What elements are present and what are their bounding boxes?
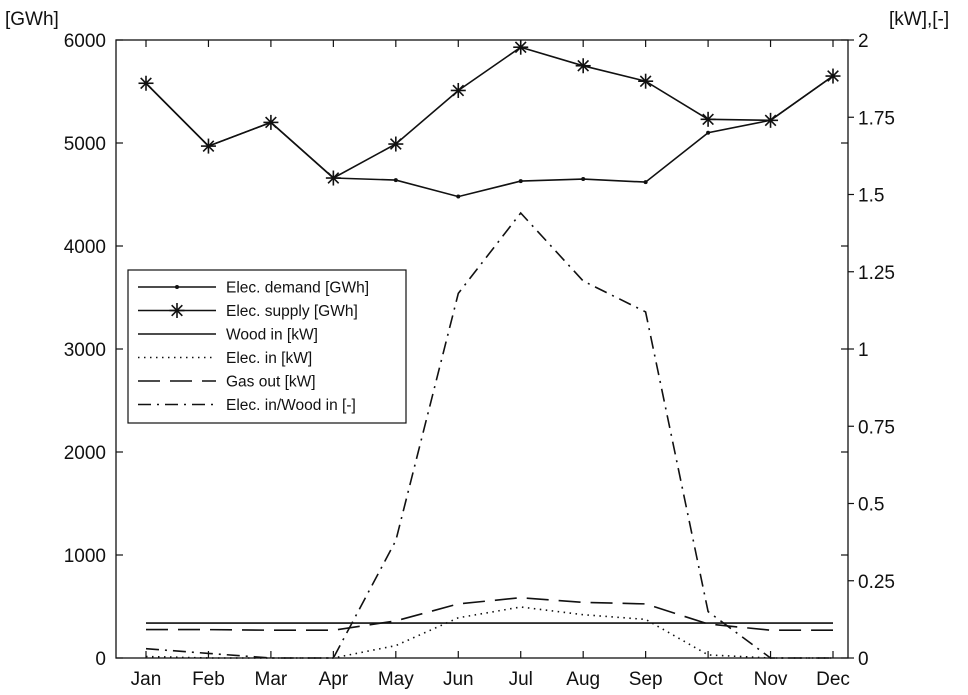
x-tick-label: Jul — [509, 669, 533, 690]
x-tick-label: Apr — [319, 669, 349, 690]
left-tick-label: 4000 — [64, 237, 106, 258]
x-tick-label: Mar — [255, 669, 288, 690]
series-point-demand — [706, 130, 711, 135]
series-line-4 — [145, 606, 833, 659]
left-tick-label: 6000 — [64, 31, 106, 52]
left-tick-label: 1000 — [64, 546, 106, 567]
x-tick-label: May — [378, 669, 414, 690]
right-tick-label: 2 — [858, 31, 869, 52]
right-tick-label: 1.75 — [858, 108, 895, 129]
series-point-demand — [456, 194, 461, 199]
left-tick-label: 2000 — [64, 443, 106, 464]
legend-label: Elec. demand [GWh] — [226, 280, 369, 297]
left-tick-label: 0 — [95, 649, 106, 670]
right-tick-label: 0 — [858, 649, 869, 670]
series-point-supply — [700, 111, 716, 127]
series-point-demand — [518, 179, 523, 184]
left-axis-unit: [GWh] — [5, 9, 59, 30]
series-point-demand — [643, 180, 648, 185]
x-tick-label: Oct — [693, 669, 723, 690]
legend-box — [127, 269, 407, 424]
series-point-demand — [581, 177, 586, 182]
right-tick-label: 1 — [858, 340, 869, 361]
x-tick-label: Sep — [629, 669, 663, 690]
x-tick-label: Feb — [192, 669, 225, 690]
right-tick-label: 1.5 — [858, 186, 884, 207]
legend-label: Elec. supply [GWh] — [226, 303, 358, 320]
series-point-supply — [263, 114, 279, 130]
legend-marker — [175, 285, 179, 289]
series-point-supply — [513, 39, 529, 55]
series-point-supply — [638, 73, 654, 89]
series-point-supply — [763, 112, 779, 128]
series-line-5 — [146, 596, 833, 631]
series-line-1 — [145, 75, 834, 198]
legend-label: Elec. in [kW] — [226, 350, 312, 367]
left-tick-label: 5000 — [64, 134, 106, 155]
right-tick-label: 0.25 — [858, 572, 895, 593]
legend-marker — [169, 303, 185, 318]
right-tick-label: 1.25 — [858, 263, 895, 284]
series-point-demand — [393, 178, 398, 183]
x-tick-label: Dec — [816, 669, 850, 690]
left-tick-label: 3000 — [64, 340, 106, 361]
series-point-supply — [138, 75, 154, 91]
series-point-supply — [450, 82, 466, 98]
series-line-6 — [145, 211, 833, 659]
x-tick-label: Nov — [754, 669, 788, 690]
right-axis-unit: [kW],[-] — [889, 9, 949, 30]
series-point-supply — [388, 136, 404, 152]
right-tick-label: 0.75 — [858, 417, 895, 438]
x-tick-label: Jan — [131, 669, 162, 690]
legend-label: Elec. in/Wood in [-] — [226, 397, 356, 414]
x-tick-label: Aug — [566, 669, 600, 690]
series-point-supply — [325, 170, 341, 186]
right-tick-label: 0.5 — [858, 495, 884, 516]
series-point-supply — [825, 68, 841, 84]
x-tick-label: Jun — [443, 669, 474, 690]
series-point-supply — [575, 58, 591, 74]
legend-label: Wood in [kW] — [226, 327, 318, 344]
series-point-supply — [200, 138, 216, 154]
series-line-2 — [145, 46, 834, 179]
legend: Elec. demand [GWh] Elec. supply [GWh] Wood… — [127, 269, 407, 424]
legend-label: Gas out [kW] — [226, 374, 316, 391]
plot-area: 0 1000 2000 3000 4000 5000 6000 0 0.25 0.5 0.75 1 1.… — [64, 31, 895, 690]
